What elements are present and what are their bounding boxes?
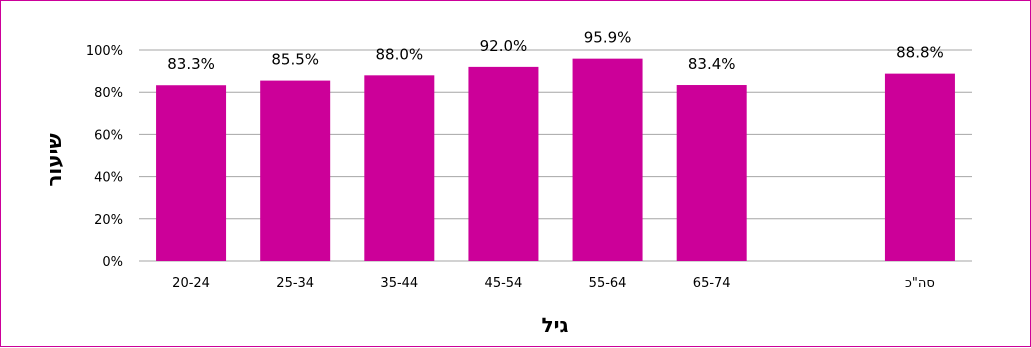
x-tick-label: 45-54: [485, 276, 523, 291]
y-tick-labels: 0% 20% 40% 60% 80% 100%: [86, 44, 123, 270]
data-label: 85.5%: [271, 51, 319, 69]
x-axis-title: גיל: [542, 313, 569, 337]
y-tick-label: 40%: [94, 171, 123, 186]
data-labels: 83.3% 85.5% 88.0% 92.0% 95.9% 83.4% 88.8%: [167, 29, 944, 74]
data-label: 83.4%: [688, 55, 736, 73]
bar: [572, 58, 643, 261]
y-tick-label: 20%: [94, 213, 123, 228]
data-label: 88.0%: [375, 45, 423, 63]
bar: [884, 73, 955, 261]
y-tick-label: 60%: [94, 128, 123, 143]
bar: [260, 80, 331, 261]
data-label: 95.9%: [584, 29, 632, 47]
y-tick-label: 0%: [102, 255, 123, 270]
bar: [676, 85, 747, 261]
data-label: 88.8%: [896, 44, 944, 62]
y-tick-label: 80%: [94, 86, 123, 101]
bars: [156, 58, 955, 261]
bar: [156, 85, 227, 261]
data-label: 83.3%: [167, 55, 215, 73]
x-tick-label: סה"כ: [905, 276, 935, 291]
x-tick-label: 20-24: [172, 276, 210, 291]
x-tick-label: 35-44: [380, 276, 418, 291]
x-tick-label: 65-74: [693, 276, 731, 291]
x-tick-label: 25-34: [276, 276, 314, 291]
x-tick-labels: 20-24 25-34 35-44 45-54 55-64 65-74 סה"כ: [172, 276, 935, 291]
bar: [364, 75, 435, 261]
x-tick-label: 55-64: [589, 276, 627, 291]
data-label: 92.0%: [480, 37, 528, 55]
bar: [468, 66, 539, 261]
y-tick-label: 100%: [86, 44, 123, 59]
y-axis-title: שיעור: [42, 133, 66, 186]
